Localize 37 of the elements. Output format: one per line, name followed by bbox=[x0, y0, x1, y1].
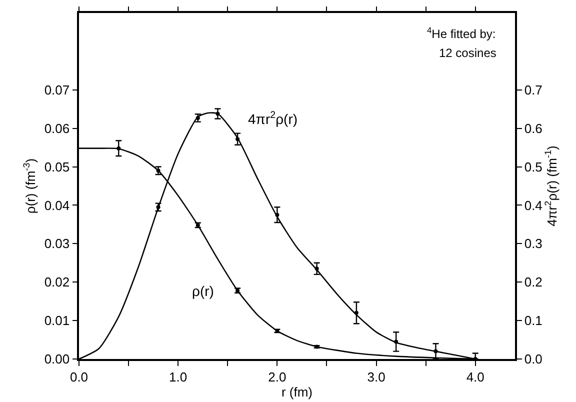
series-label: 4πr$^{2}$ρ(r) bbox=[248, 110, 298, 127]
point bbox=[394, 340, 398, 344]
point bbox=[236, 137, 240, 142]
point bbox=[216, 112, 220, 116]
point bbox=[314, 266, 319, 271]
y-tick-label: 0.00 bbox=[44, 352, 70, 367]
y2-tick-label: 0.2 bbox=[524, 274, 542, 290]
point bbox=[116, 146, 121, 150]
y-tick-label: 0.04 bbox=[44, 198, 70, 213]
point bbox=[275, 212, 280, 217]
x-tick-label: 2.0 bbox=[268, 369, 286, 384]
y2-tick-label: 0.7 bbox=[524, 82, 542, 98]
x-tick-label: 4.0 bbox=[466, 369, 484, 384]
y2-tick-label: 0.5 bbox=[524, 159, 542, 174]
y-tick-label: 0.01 bbox=[44, 313, 70, 328]
y2-tick-label: 0.0 bbox=[524, 352, 542, 367]
x-axis-title: r (fm) bbox=[281, 384, 313, 400]
point bbox=[434, 349, 438, 354]
x-tick-label: 0.0 bbox=[70, 369, 88, 384]
point bbox=[354, 310, 358, 315]
y2-tick-label: 0.6 bbox=[524, 120, 542, 136]
point bbox=[156, 205, 160, 210]
y-tick-label: 0.03 bbox=[44, 236, 70, 252]
y-tick-label: 0.05 bbox=[44, 159, 70, 174]
y2-tick-label: 0.4 bbox=[524, 198, 542, 213]
y2-tick-label: 0.3 bbox=[524, 236, 542, 252]
y-tick-label: 0.06 bbox=[44, 120, 70, 136]
x-tick-label: 1.0 bbox=[169, 369, 188, 384]
y-tick-label: 0.02 bbox=[44, 274, 70, 290]
point bbox=[196, 116, 200, 120]
y-tick-label: 0.07 bbox=[44, 82, 70, 98]
annotation: $^{4}$He fitted by: bbox=[427, 25, 496, 42]
point bbox=[156, 168, 160, 173]
annotation: 12 cosines bbox=[439, 46, 496, 60]
series-label: ρ(r) bbox=[192, 283, 214, 299]
x-tick-label: 3.0 bbox=[367, 369, 386, 384]
y2-tick-label: 0.1 bbox=[524, 313, 542, 328]
